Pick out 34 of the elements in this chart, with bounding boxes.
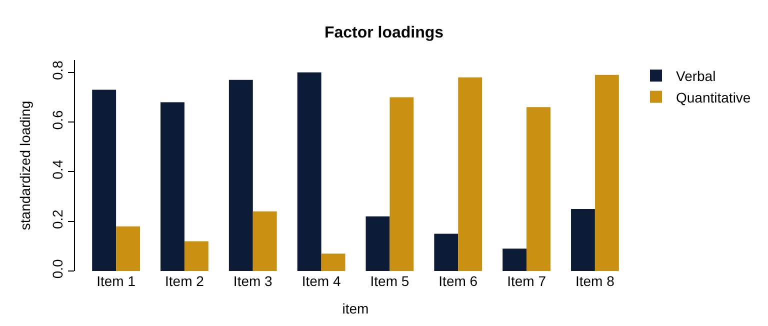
bar <box>160 102 184 271</box>
x-tick-label: Item 1 <box>96 273 136 289</box>
bar <box>228 80 253 271</box>
x-tick-label: Item 8 <box>575 273 615 289</box>
x-axis-title: item <box>342 300 369 316</box>
y-tick-label: 0.4 <box>49 160 66 180</box>
bar <box>526 107 550 271</box>
bar <box>297 72 322 271</box>
bar <box>366 216 390 271</box>
x-tick-label: Item 3 <box>233 273 273 289</box>
bar <box>390 97 414 271</box>
x-tick-label: Item 7 <box>507 273 546 289</box>
x-tick-label: Item 4 <box>302 273 341 289</box>
legend-label: Verbal <box>676 68 716 84</box>
y-tick-label: 0.2 <box>49 209 66 229</box>
bar <box>252 211 277 271</box>
y-tick-label: 0.6 <box>49 110 66 130</box>
legend-label: Quantitative <box>676 89 751 106</box>
y-axis-title: standardized loading <box>17 100 33 230</box>
chart-title: Factor loadings <box>324 24 444 42</box>
bar <box>92 90 116 271</box>
bar <box>116 226 140 271</box>
x-tick-label: Item 5 <box>370 273 410 289</box>
bar <box>594 74 619 271</box>
bar <box>502 248 527 271</box>
y-tick-label: 0.8 <box>49 60 66 80</box>
bar <box>184 241 208 271</box>
bar <box>321 254 346 271</box>
x-tick-label: Item 2 <box>165 273 204 289</box>
bar <box>571 208 595 271</box>
y-tick-label: 0.0 <box>49 258 66 279</box>
x-tick-label: Item 6 <box>438 273 478 289</box>
bar <box>434 234 458 271</box>
bar <box>458 77 482 271</box>
